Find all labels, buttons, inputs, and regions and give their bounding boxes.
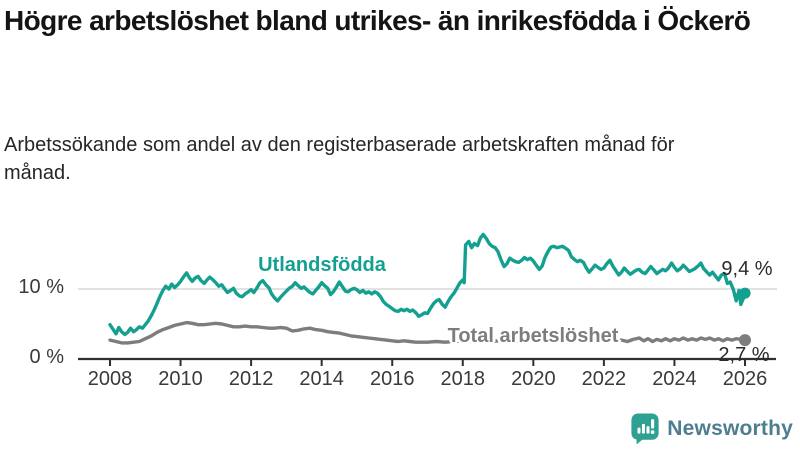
x-axis-tick-label-2008: 2008 [87, 368, 133, 390]
x-axis-tick-label-2026: 2026 [722, 368, 768, 390]
newsworthy-speech-bubble-chart-icon [631, 413, 659, 445]
x-axis-tick-label-2014: 2014 [299, 368, 344, 390]
y-axis-label-0: 0 % [29, 346, 64, 368]
y-axis-label-10: 10 % [18, 276, 64, 298]
series-end-dot-utlandsfodda [739, 287, 751, 299]
x-axis-tick-label-2012: 2012 [228, 368, 274, 390]
page-subtitle: Arbetssökande som andel av den registerb… [4, 134, 675, 184]
x-axis-tick-label-2020: 2020 [511, 368, 556, 390]
newsworthy-brand-name: Newsworthy [667, 416, 793, 440]
series-label-utlandsfodda: Utlandsfödda [258, 254, 386, 276]
x-axis-tick-label-2018: 2018 [440, 368, 486, 390]
series-line-utlandsfodda [108, 232, 747, 337]
series-label-total: Total arbetslöshet [447, 325, 619, 347]
page-title: Högre arbetslöshet bland utrikes- än inr… [4, 5, 751, 36]
x-axis-tick-label-2022: 2022 [581, 368, 627, 390]
series-end-dot-total [739, 334, 751, 347]
x-axis-tick-label-2016: 2016 [369, 368, 415, 390]
value-label-total: 2,7 % [718, 344, 770, 366]
value-label-utlandsfodda: 9,4 % [721, 258, 773, 280]
x-axis-tick-label-2024: 2024 [652, 368, 697, 390]
x-axis-tick-label-2010: 2010 [158, 368, 203, 390]
series-line-total [108, 320, 747, 345]
newsworthy-logo: Newsworthy [630, 412, 793, 445]
